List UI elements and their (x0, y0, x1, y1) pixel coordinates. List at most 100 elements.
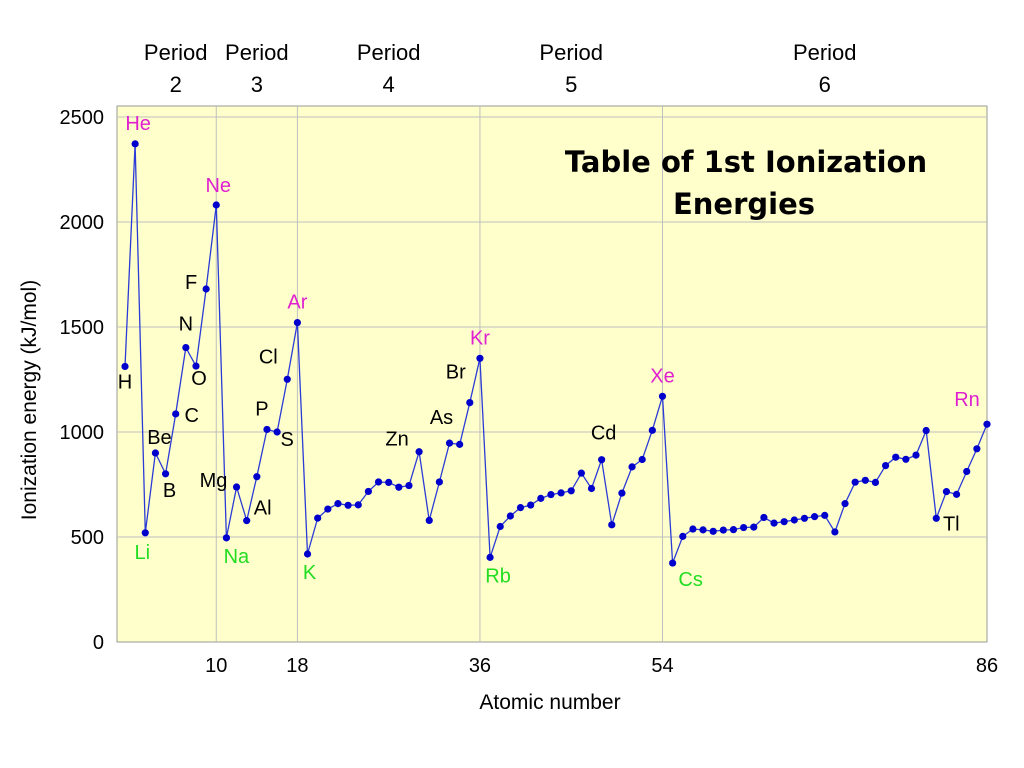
element-label-be: Be (147, 427, 171, 449)
data-point (699, 526, 707, 534)
element-label-o: O (191, 368, 207, 390)
data-point (750, 523, 758, 531)
data-point (273, 428, 281, 436)
element-label-he: He (125, 113, 151, 135)
data-point (709, 527, 717, 535)
data-point (476, 354, 484, 362)
data-point (800, 514, 809, 522)
period-label-line-2: 4 (383, 72, 395, 97)
data-point (466, 399, 474, 407)
data-point (202, 285, 210, 293)
data-point (121, 362, 129, 371)
data-point (983, 420, 991, 428)
element-label-br: Br (446, 362, 466, 384)
element-label-as: As (430, 407, 453, 429)
data-point (780, 518, 788, 526)
element-label-c: C (184, 405, 198, 427)
data-point (963, 467, 971, 476)
data-point (222, 534, 231, 542)
data-point (587, 484, 596, 493)
data-point (831, 528, 839, 536)
data-point (232, 483, 241, 491)
data-point (547, 490, 555, 499)
y-axis-title: Ionization energy (kJ/mol) (18, 280, 41, 520)
chart-title-line-1: Table of 1st Ionization (565, 145, 927, 179)
data-point (182, 343, 190, 352)
period-labels: Period 2 Period 3 Period 4 Period 5 Period 6 (144, 40, 857, 97)
data-point (658, 392, 667, 400)
data-point (344, 501, 352, 509)
element-label-al: Al (254, 498, 272, 520)
data-point (395, 483, 403, 491)
element-label-cd: Cd (591, 423, 617, 445)
axis-ticks: 0 500 1000 1500 2000 2500 10 18 36 54 86 (60, 107, 999, 677)
period-label-line-2: 6 (819, 72, 831, 97)
element-label-ne: Ne (205, 175, 231, 197)
data-point (445, 439, 454, 447)
period-label-line-2: 5 (565, 72, 577, 97)
data-point (679, 532, 687, 540)
data-point (131, 140, 139, 148)
plot-area (116, 105, 988, 643)
data-point (486, 553, 494, 561)
data-point (293, 318, 301, 327)
data-point (973, 445, 981, 453)
data-point (689, 525, 697, 533)
data-point (841, 500, 849, 508)
period-label-line-1: Period (225, 40, 289, 65)
data-point (638, 455, 646, 464)
period-label-line-1: Period (144, 40, 208, 65)
data-point (192, 362, 200, 370)
element-label-kr: Kr (470, 327, 490, 349)
data-point (283, 375, 291, 383)
data-point (577, 469, 585, 477)
y-tick-label: 1000 (60, 422, 105, 444)
element-label-zn: Zn (385, 429, 408, 451)
period-label-line-1: Period (539, 40, 603, 65)
data-point (557, 489, 565, 497)
data-point (567, 487, 575, 495)
x-tick-label: 36 (469, 655, 491, 677)
element-label-rb: Rb (485, 565, 511, 587)
data-point (374, 478, 383, 486)
data-point (537, 494, 545, 502)
y-tick-label: 500 (71, 527, 104, 549)
data-point (212, 201, 220, 209)
data-point (496, 522, 504, 531)
element-label-li: Li (134, 542, 150, 564)
data-point (506, 512, 514, 520)
data-point (608, 521, 616, 529)
element-label-tl: Tl (943, 513, 960, 535)
y-tick-label: 1500 (60, 317, 105, 339)
data-point (425, 516, 433, 525)
data-point (811, 513, 819, 521)
data-point (952, 490, 961, 498)
element-label-s: S (280, 429, 293, 451)
chart-title-line-2: Energies (673, 187, 815, 221)
data-point (435, 478, 443, 486)
data-point (892, 453, 900, 461)
period-label-line-1: Period (357, 40, 421, 65)
data-point (790, 516, 798, 524)
data-point (364, 487, 372, 496)
data-point (851, 478, 859, 486)
data-point (243, 517, 251, 525)
data-point (648, 426, 656, 434)
data-point (912, 451, 920, 459)
data-point (821, 511, 829, 519)
element-label-k: K (303, 562, 317, 584)
element-label-cl: Cl (259, 346, 278, 368)
period-label-line-2: 3 (251, 72, 263, 97)
element-label-p: P (255, 398, 268, 420)
data-point (861, 476, 869, 484)
data-point (902, 455, 910, 463)
data-point (598, 456, 606, 464)
data-point (334, 500, 342, 508)
data-point (932, 514, 940, 522)
x-tick-label: 86 (976, 655, 998, 677)
data-point (385, 478, 393, 486)
element-label-f: F (185, 272, 197, 294)
element-label-ar: Ar (287, 292, 307, 314)
data-point (405, 481, 413, 490)
